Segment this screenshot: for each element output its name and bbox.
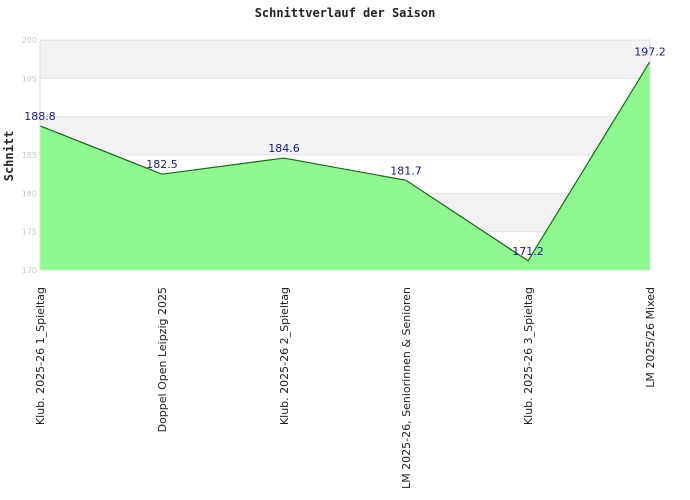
- x-tick-label: Klub. 2025-26 2_Spieltag: [278, 287, 291, 425]
- y-axis-ticks: 170 175 180 185 195 200: [22, 36, 37, 275]
- chart-title: Schnittverlauf der Saison: [255, 6, 436, 20]
- data-label: 184.6: [268, 142, 300, 155]
- data-label: 182.5: [146, 158, 178, 171]
- data-labels: 188.8 182.5 184.6 181.7 171.2 197.2: [24, 45, 666, 257]
- x-tick-label: LM 2025-26, Seniorinnen & Senioren: [400, 287, 413, 489]
- y-tick-label: 195: [22, 74, 37, 83]
- data-label: 188.8: [24, 110, 56, 123]
- data-label: 181.7: [390, 164, 422, 177]
- x-axis-ticks: Klub. 2025-26 1_Spieltag Doppel Open Leip…: [34, 287, 657, 489]
- plot-frame: [39, 39, 651, 271]
- area-fill: [40, 61, 650, 270]
- series-line: [39, 61, 651, 262]
- y-tick-label: 185: [22, 151, 37, 160]
- y-tick-label: 170: [22, 266, 37, 275]
- y-tick-label: 180: [22, 189, 37, 198]
- background-band: [40, 40, 650, 79]
- y-axis-label: Schnitt: [2, 131, 16, 182]
- x-tick-label: Klub. 2025-26 1_Spieltag: [34, 287, 47, 425]
- y-tick-label: 200: [22, 36, 37, 45]
- x-tick-label: Klub. 2025-26 3_Spieltag: [522, 287, 535, 425]
- x-tick-label: LM 2025/26 Mixed: [644, 287, 657, 388]
- data-label: 171.2: [512, 245, 544, 258]
- background-band: [40, 116, 650, 155]
- y-tick-label: 175: [22, 228, 37, 237]
- x-tick-label: Doppel Open Leipzig 2025: [156, 287, 169, 432]
- data-label: 197.2: [634, 45, 666, 58]
